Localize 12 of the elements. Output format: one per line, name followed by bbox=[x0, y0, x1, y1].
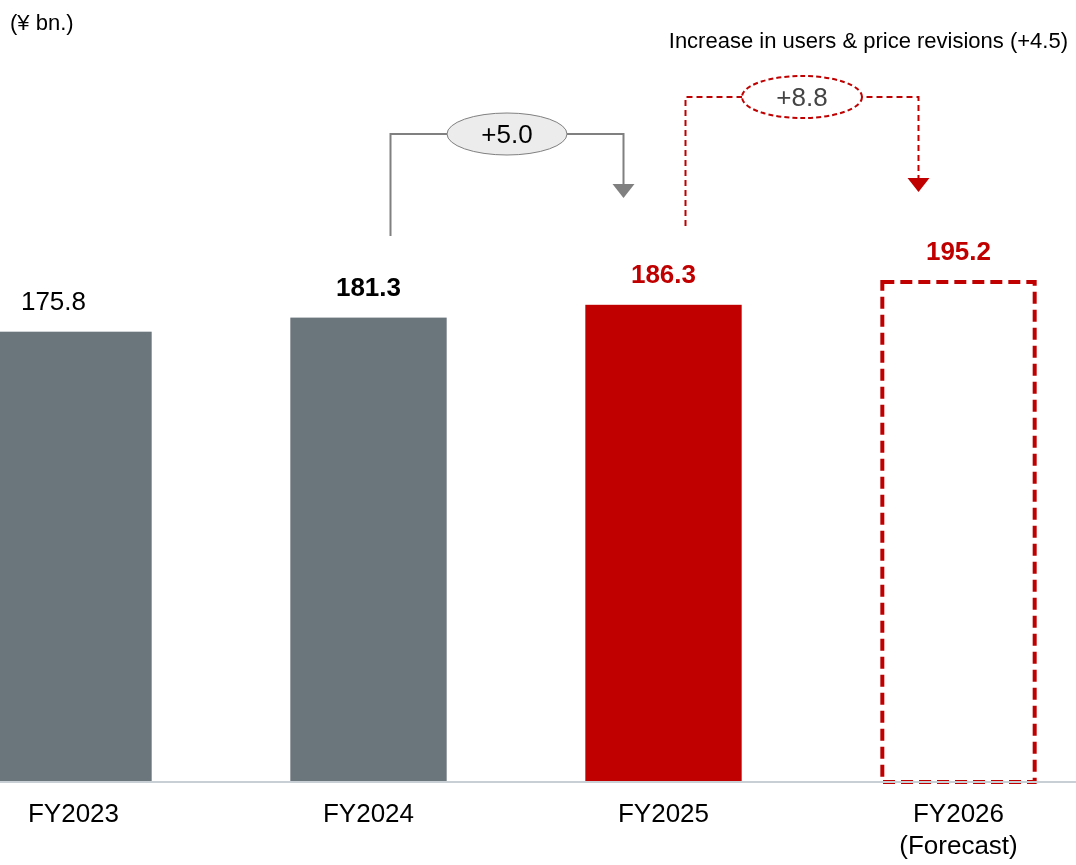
text: +8.8 bbox=[776, 82, 828, 112]
data-label: 186.3 bbox=[630, 258, 697, 289]
x-tick-label: FY2026 (Forecast) bbox=[899, 798, 1018, 860]
data-label: 175.8 bbox=[20, 285, 87, 316]
x-tick-label: FY2024 bbox=[322, 798, 415, 828]
x-tick-label: FY2025 bbox=[617, 798, 710, 828]
x-tick-label: FY2023 bbox=[27, 798, 120, 828]
text: +5.0 bbox=[481, 119, 533, 149]
data-label: 195.2 bbox=[925, 236, 992, 266]
text: Increase in users & price revisions (+4.5) bbox=[668, 28, 1068, 53]
text: (¥ bn.) bbox=[10, 10, 74, 35]
data-label: 181.3 bbox=[335, 271, 402, 302]
